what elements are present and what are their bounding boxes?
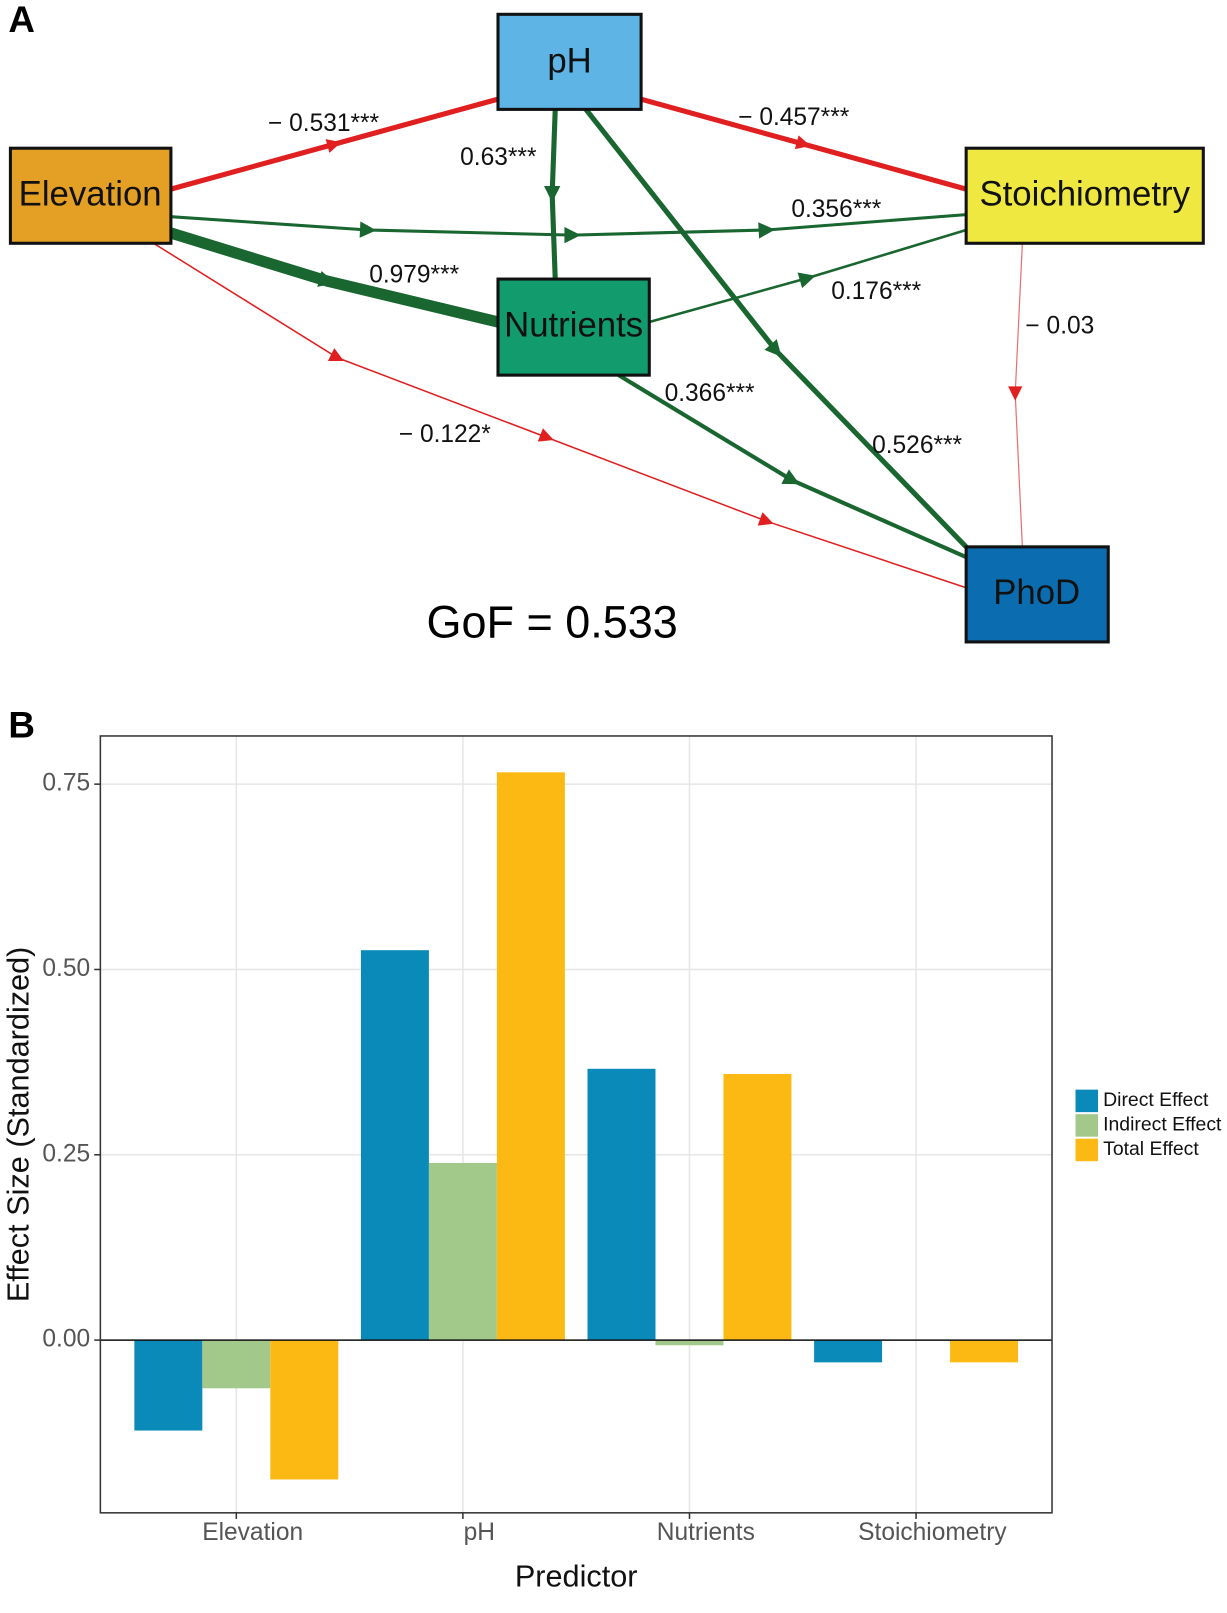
bar xyxy=(270,1340,339,1480)
bar xyxy=(360,950,429,1341)
node-box xyxy=(8,146,173,245)
edge xyxy=(648,228,967,324)
edge xyxy=(583,107,968,549)
node-label: Nutrients xyxy=(504,306,643,344)
y-tick-label: 0.25 xyxy=(42,1140,90,1167)
legend-key xyxy=(1075,1114,1099,1137)
edge-label: 0.979*** xyxy=(369,261,459,288)
bar xyxy=(723,1073,792,1341)
legend-label: Indirect Effect xyxy=(1103,1114,1222,1136)
x-tick-label: Nutrients xyxy=(657,1519,755,1546)
node-label: Elevation xyxy=(19,175,162,213)
node-box xyxy=(964,545,1110,644)
bar xyxy=(814,1340,883,1363)
edge-label: − 0.03 xyxy=(1025,313,1094,340)
edge-label: 0.356*** xyxy=(791,196,881,223)
plot-border xyxy=(99,735,1053,1514)
edge xyxy=(170,96,499,192)
edge-label: − 0.122* xyxy=(399,421,491,448)
bar-chart: 0.00 0.25 0.50 0.75 Elevation pH Nutrients Stoi… xyxy=(2,735,1222,1593)
plot-background xyxy=(100,735,1053,1513)
node-label: pH xyxy=(547,43,591,81)
bar xyxy=(587,1068,656,1341)
y-tick-label: 0.50 xyxy=(42,955,90,982)
edge xyxy=(640,96,967,192)
bar xyxy=(428,1162,497,1341)
edge-label: 0.366*** xyxy=(665,380,755,407)
x-tick-label: pH xyxy=(464,1519,495,1546)
bar xyxy=(950,1340,1019,1363)
bar xyxy=(202,1340,271,1389)
nodes xyxy=(8,12,1205,644)
edge xyxy=(543,109,561,280)
panel-label: B xyxy=(8,705,35,746)
node-box xyxy=(964,146,1205,245)
bar xyxy=(655,1340,724,1346)
y-tick-label: 0.75 xyxy=(42,770,90,797)
y-axis-title: Effect Size (Standardized) xyxy=(2,947,36,1303)
edge-label: − 0.457*** xyxy=(738,104,850,131)
edge xyxy=(170,213,967,244)
bar xyxy=(496,772,565,1341)
legend-key xyxy=(1075,1138,1099,1162)
edges xyxy=(153,96,1023,589)
x-tick-label: Stoichiometry xyxy=(858,1519,1007,1546)
legend-label: Direct Effect xyxy=(1103,1089,1209,1111)
edge xyxy=(1008,243,1023,547)
bar xyxy=(134,1340,203,1431)
edge-label: 0.176*** xyxy=(831,278,921,305)
legend-key xyxy=(1075,1089,1099,1113)
edge-label: 0.526*** xyxy=(872,432,962,459)
y-tick-label: 0.00 xyxy=(42,1326,90,1353)
edge xyxy=(153,242,967,589)
edge-label: 0.63*** xyxy=(460,144,537,171)
node-label: Stoichiometry xyxy=(979,175,1190,213)
node-box xyxy=(496,277,651,377)
x-axis-title: Predictor xyxy=(515,1559,638,1593)
gof: GoF = 0.533 xyxy=(427,596,678,647)
edge-label: − 0.531*** xyxy=(268,110,380,137)
panel-label: A xyxy=(8,0,35,40)
legend-label: Total Effect xyxy=(1103,1138,1199,1160)
node-box xyxy=(496,12,643,111)
edge xyxy=(169,227,500,328)
x-tick-label: Elevation xyxy=(202,1519,303,1546)
node-label: PhoD xyxy=(993,574,1080,612)
